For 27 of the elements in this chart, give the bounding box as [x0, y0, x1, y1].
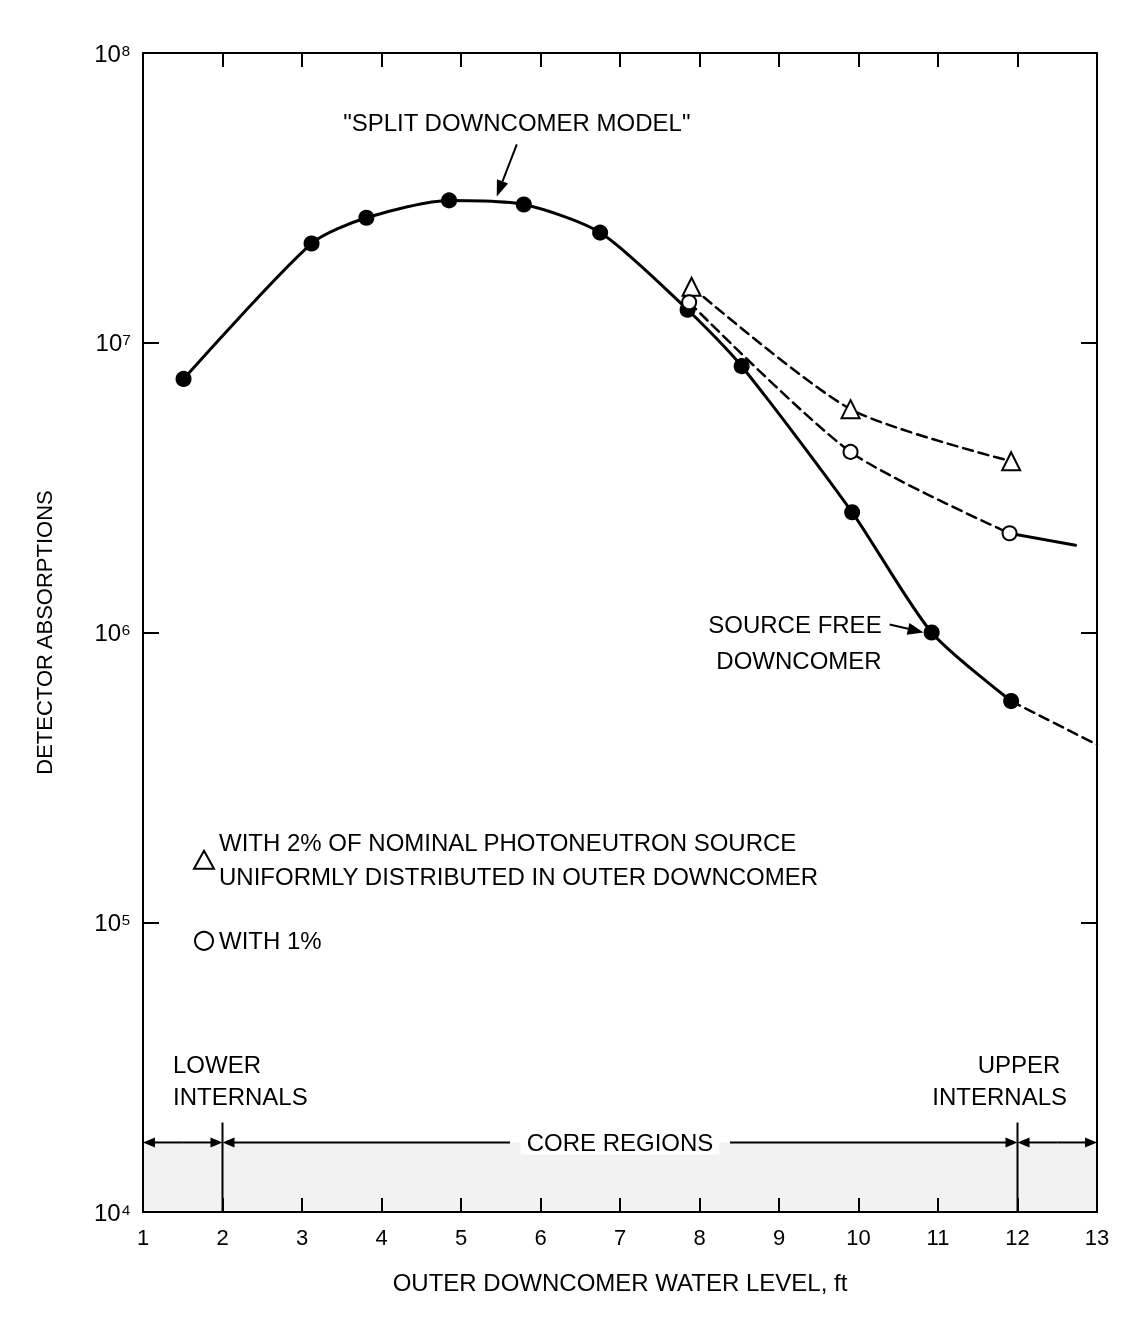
x-tick-label: 1 — [136, 1224, 150, 1250]
y-tick-label: 10⁸ — [94, 39, 131, 67]
y-tick-label: 10⁶ — [94, 619, 131, 646]
x-tick-label: 9 — [772, 1224, 786, 1250]
x-tick-label: 10 — [846, 1224, 871, 1250]
x-tick-label: 11 — [926, 1224, 950, 1250]
band-label: CORE REGIONS — [526, 1128, 714, 1156]
x-tick-label: 4 — [375, 1224, 388, 1250]
x-tick-label: 12 — [1005, 1224, 1030, 1250]
annotation: "SPLIT DOWNCOMER MODEL" — [343, 108, 691, 136]
y-tick-label: 10⁷ — [95, 329, 131, 357]
y-tick-label: 10⁵ — [94, 908, 131, 936]
band-label: UPPER INTERNALS — [932, 1050, 1067, 1110]
legend-label: WITH 2% OF NOMINAL PHOTONEUTRON SOURCE UNIFORMLY DISTRIBUTED IN OUTER DOWNCOMER — [219, 829, 819, 891]
y-tick-label: 10⁴ — [93, 1198, 131, 1226]
x-tick-label: 3 — [295, 1224, 309, 1250]
x-tick-label: 8 — [693, 1224, 706, 1250]
x-tick-label: 7 — [613, 1224, 627, 1250]
legend-label: WITH 1% — [219, 927, 322, 955]
band-label: LOWER INTERNALS — [173, 1050, 308, 1110]
x-tick-label: 2 — [216, 1224, 229, 1250]
x-tick-label: 6 — [534, 1224, 547, 1250]
y-axis-title: DETECTOR ABSORPTIONS — [31, 490, 57, 775]
x-axis-title: OUTER DOWNCOMER WATER LEVEL, ft — [392, 1268, 848, 1296]
x-tick-label: 5 — [454, 1224, 468, 1250]
annotation: SOURCE FREE DOWNCOMER — [708, 611, 882, 674]
x-tick-label: 13 — [1084, 1224, 1110, 1250]
